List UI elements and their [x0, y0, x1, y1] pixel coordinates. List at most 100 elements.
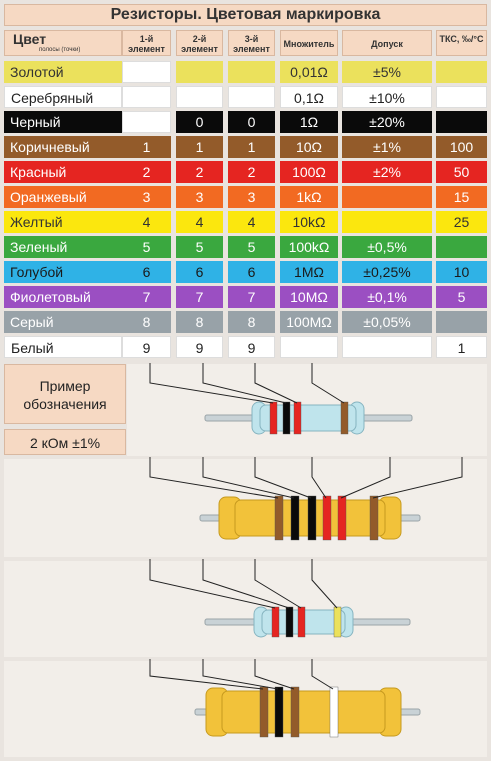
header-tks-label: ТКС, ‰/°С: [439, 34, 484, 44]
row-color-name: Серый: [4, 311, 122, 333]
row-cell-e3: 6: [228, 261, 275, 283]
connector-line: [311, 363, 345, 404]
header-e2-label: 2-й элемент: [181, 34, 218, 54]
row-cell-e1: 6: [122, 261, 171, 283]
header-mult-label: Множитель: [283, 39, 335, 49]
row-cell-e3: 2: [228, 161, 275, 183]
connector-line: [254, 659, 295, 690]
connector-line: [372, 457, 463, 499]
row-cell-mult: 0,1Ω: [280, 86, 338, 108]
row-cell-tol: ±20%: [342, 111, 432, 133]
row-cell-e1: [122, 111, 171, 133]
row-cell-e1: 7: [122, 286, 171, 308]
row-cell-tol: [342, 186, 432, 208]
row-cell-tks: [436, 111, 487, 133]
row-cell-e2: [176, 61, 223, 83]
resistor-band: [329, 686, 339, 738]
row-cell-e1: 2: [122, 161, 171, 183]
resistor-band: [285, 606, 294, 638]
header-e3-label: 3-й элемент: [233, 34, 270, 54]
row-cell-e2: 1: [176, 136, 223, 158]
row-cell-mult: 1Ω: [280, 111, 338, 133]
resistor-band: [290, 686, 300, 738]
row-cell-e3: 0: [228, 111, 275, 133]
row-cell-tol: ±0,25%: [342, 261, 432, 283]
resistor-band: [369, 495, 379, 541]
connector-line: [149, 457, 279, 499]
resistor-band: [274, 495, 284, 541]
row-cell-tol: ±0,5%: [342, 236, 432, 258]
resistor-band: [290, 495, 300, 541]
header-e2: 2-й элемент: [176, 30, 223, 56]
connector-line: [254, 559, 302, 609]
row-cell-mult: 10kΩ: [280, 211, 338, 233]
row-cell-e2: 9: [176, 336, 223, 358]
row-cell-e3: [228, 86, 275, 108]
row-cell-e3: 3: [228, 186, 275, 208]
table-row: Серый 8 8 8 100MΩ ±0,05%: [4, 311, 487, 333]
connector-line: [202, 559, 290, 609]
connector-line: [254, 457, 312, 499]
resistor-band: [333, 606, 342, 638]
row-cell-tol: ±0,1%: [342, 286, 432, 308]
connector-line: [202, 363, 287, 404]
row-color-name: Коричневый: [4, 136, 122, 158]
row-cell-e2: 2: [176, 161, 223, 183]
row-cell-tks: [436, 61, 487, 83]
row-cell-mult: 10MΩ: [280, 286, 338, 308]
header-tks: ТКС, ‰/°С: [436, 30, 487, 56]
resistor-band: [282, 401, 291, 435]
row-cell-mult: 1MΩ: [280, 261, 338, 283]
row-cell-e1: 4: [122, 211, 171, 233]
resistor-band: [340, 401, 349, 435]
row-cell-e2: 3: [176, 186, 223, 208]
table-row: Серебряный 0,1Ω ±10%: [4, 86, 487, 108]
example-label: 2 кОм ±1%: [4, 429, 126, 455]
table-row: Желтый 4 4 4 10kΩ 25: [4, 211, 487, 233]
row-cell-mult: 100kΩ: [280, 236, 338, 258]
header-e1-label: 1-й элемент: [128, 34, 165, 54]
row-cell-e1: 3: [122, 186, 171, 208]
row-cell-e1: 5: [122, 236, 171, 258]
table-row: Черный 0 0 1Ω ±20%: [4, 111, 487, 133]
row-color-name: Желтый: [4, 211, 122, 233]
connector-line: [254, 363, 298, 404]
row-cell-tks: [436, 311, 487, 333]
connector-line: [202, 659, 279, 690]
row-cell-mult: 0,01Ω: [280, 61, 338, 83]
row-cell-tks: 10: [436, 261, 487, 283]
row-cell-tks: 5: [436, 286, 487, 308]
row-color-name: Красный: [4, 161, 122, 183]
row-cell-tks: 100: [436, 136, 487, 158]
row-cell-tol: ±2%: [342, 161, 432, 183]
row-cell-e2: 4: [176, 211, 223, 233]
row-cell-mult: 1kΩ: [280, 186, 338, 208]
header-e3: 3-й элемент: [228, 30, 275, 56]
connector-line: [311, 559, 338, 609]
connector-line: [202, 457, 295, 499]
header-color-label: Цвет: [13, 31, 47, 47]
row-cell-tks: 1: [436, 336, 487, 358]
row-cell-tks: [436, 236, 487, 258]
header-mult: Множитель: [280, 30, 338, 56]
row-cell-tol: ±1%: [342, 136, 432, 158]
row-cell-mult: 10Ω: [280, 136, 338, 158]
row-cell-e2: 6: [176, 261, 223, 283]
page-title: Резисторы. Цветовая маркировка: [4, 4, 487, 26]
row-color-name: Голубой: [4, 261, 122, 283]
resistor-band: [322, 495, 332, 541]
row-cell-e2: 0: [176, 111, 223, 133]
row-color-name: Белый: [4, 336, 122, 358]
row-cell-e3: 1: [228, 136, 275, 158]
connector-line: [149, 363, 274, 404]
row-cell-mult: 100Ω: [280, 161, 338, 183]
example-heading-text: Пример обозначения: [23, 378, 107, 412]
table-row: Золотой 0,01Ω ±5%: [4, 61, 487, 83]
row-cell-e3: 8: [228, 311, 275, 333]
row-cell-e3: 4: [228, 211, 275, 233]
row-color-name: Золотой: [4, 61, 122, 83]
connector-line: [149, 559, 276, 609]
header-e1: 1-й элемент: [122, 30, 171, 56]
example-panel: [4, 561, 487, 657]
